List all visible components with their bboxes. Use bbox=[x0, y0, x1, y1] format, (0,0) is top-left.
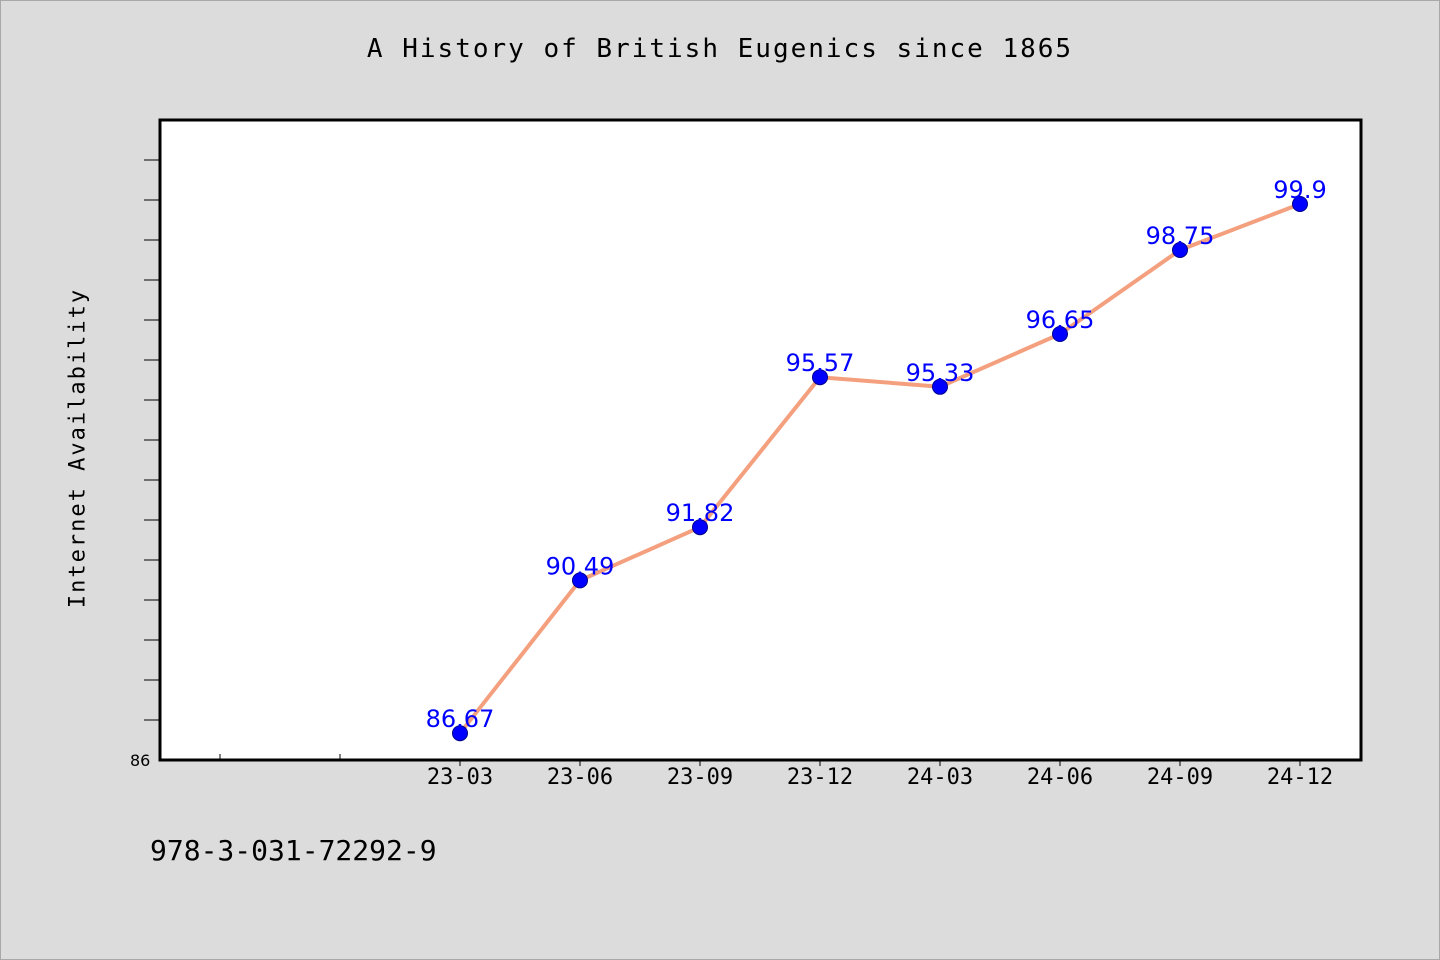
data-point bbox=[1292, 196, 1308, 212]
x-tick-label: 24-12 bbox=[1267, 765, 1333, 790]
plot-area bbox=[158, 118, 1363, 762]
y-axis-ticks: 86 bbox=[130, 159, 159, 770]
data-label: 95.33 bbox=[906, 359, 975, 387]
data-point bbox=[812, 369, 828, 386]
x-tick-label: 23-09 bbox=[667, 765, 733, 790]
series-line-path bbox=[458, 202, 1301, 735]
data-point bbox=[932, 378, 948, 395]
data-label: 95.57 bbox=[786, 349, 855, 377]
data-label: 86.67 bbox=[426, 705, 495, 733]
x-tick-label: 23-03 bbox=[427, 765, 493, 790]
x-tick-label: 24-06 bbox=[1027, 765, 1093, 790]
data-label: 91.82 bbox=[666, 499, 735, 527]
isbn-text: 978-3-031-72292-9 bbox=[150, 834, 437, 867]
data-point bbox=[1052, 326, 1068, 342]
x-tick-label: 23-06 bbox=[547, 765, 613, 790]
x-axis-ticks: 23-03 23-06 23-09 23-12 24-03 24-06 24-09 24-12 bbox=[219, 754, 1333, 790]
data-label: 96.65 bbox=[1026, 306, 1095, 334]
x-tick-label: 24-03 bbox=[907, 765, 973, 790]
data-point bbox=[1172, 242, 1188, 258]
data-point bbox=[452, 725, 468, 742]
data-point bbox=[572, 572, 588, 589]
data-label: 98.75 bbox=[1146, 222, 1215, 250]
data-point bbox=[692, 519, 708, 536]
y-tick-label: 86 bbox=[130, 751, 150, 770]
chart-title: A History of British Eugenics since 1865 bbox=[366, 34, 1074, 64]
series-line bbox=[458, 202, 1301, 735]
data-labels: 86.67 90.49 91.82 95.57 95.33 96.65 98.75 99.9 bbox=[426, 176, 1327, 733]
x-tick-label: 23-12 bbox=[787, 765, 853, 790]
data-label: 99.9 bbox=[1273, 176, 1326, 204]
data-label: 90.49 bbox=[546, 552, 615, 580]
x-tick-label: 24-09 bbox=[1147, 765, 1213, 790]
data-markers bbox=[452, 196, 1308, 742]
